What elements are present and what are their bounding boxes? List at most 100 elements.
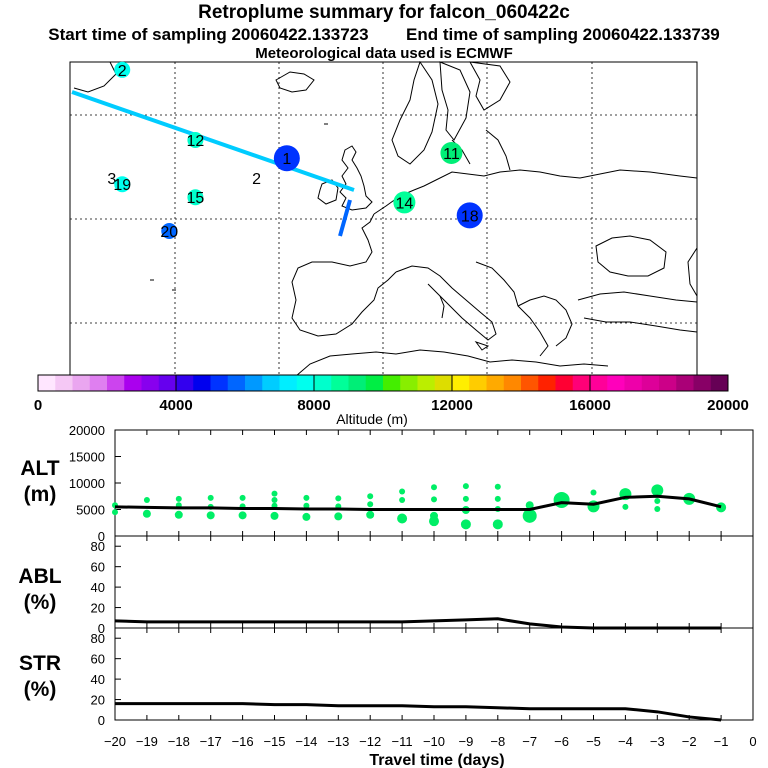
map-marker-label: 1 bbox=[282, 151, 291, 168]
colorbar-cell bbox=[365, 375, 384, 391]
map-marker-label: 12 bbox=[187, 133, 205, 150]
colorbar-tick-label: 0 bbox=[34, 397, 42, 414]
colorbar-cell bbox=[572, 375, 591, 391]
y-tick-label: 60 bbox=[91, 560, 105, 575]
y-tick-label: 40 bbox=[91, 672, 105, 687]
map-marker bbox=[393, 191, 416, 214]
map-marker bbox=[114, 61, 131, 78]
colorbar-cell bbox=[400, 375, 418, 391]
cluster-point bbox=[522, 508, 537, 523]
colorbar-cell bbox=[624, 375, 643, 391]
colorbar-cell bbox=[176, 375, 194, 391]
y-tick-label: 0 bbox=[98, 713, 105, 728]
cluster-point bbox=[270, 511, 279, 520]
y-tick-label: 20000 bbox=[69, 423, 105, 438]
colorbar: 0 4000 8000 12000 16000 20000 Altitude (m) bbox=[34, 374, 749, 427]
y-tick-label: 60 bbox=[91, 652, 105, 667]
y-tick-label: 0 bbox=[98, 529, 105, 544]
x-tick-label: −20 bbox=[104, 734, 126, 749]
plume-trajectory-end bbox=[338, 199, 352, 237]
x-tick-label: −15 bbox=[263, 734, 285, 749]
cluster-point bbox=[553, 491, 570, 508]
panel-label: (%) bbox=[24, 591, 57, 614]
x-tick-label: −9 bbox=[458, 734, 473, 749]
colorbar-cell bbox=[452, 375, 470, 391]
cluster-point bbox=[462, 495, 469, 502]
colorbar-cell bbox=[210, 375, 229, 391]
colorbar-tick-label: 8000 bbox=[297, 397, 330, 414]
colorbar-tick-label: 12000 bbox=[431, 397, 473, 414]
colorbar-cell bbox=[107, 375, 125, 391]
colorbar-cell bbox=[607, 375, 625, 391]
colorbar-cell bbox=[383, 375, 401, 391]
cluster-point bbox=[460, 519, 471, 530]
map-marker-label: 14 bbox=[396, 195, 414, 212]
panel-alt: 0 5000 10000 15000 20000 ALT (m) bbox=[20, 423, 754, 544]
y-tick-label: 80 bbox=[91, 539, 105, 554]
y-tick-label: 20 bbox=[91, 693, 105, 708]
colorbar-cell bbox=[676, 375, 694, 391]
cluster-point bbox=[399, 488, 406, 495]
cluster-point bbox=[429, 516, 439, 527]
y-tick-label: 20 bbox=[91, 601, 105, 616]
cluster-point bbox=[622, 503, 629, 510]
colorbar-cell bbox=[469, 375, 487, 391]
y-tick-label: 0 bbox=[98, 621, 105, 636]
colorbar-cells bbox=[38, 375, 729, 391]
map-marker-label: 3 bbox=[107, 171, 116, 188]
cluster-point bbox=[492, 519, 503, 530]
map-graticule bbox=[70, 62, 697, 376]
map-marker-label: 2 bbox=[118, 63, 127, 80]
panel-label: STR bbox=[19, 652, 61, 675]
x-tick-label: −6 bbox=[554, 734, 569, 749]
x-tick-label: −16 bbox=[232, 734, 254, 749]
x-tick-label: −12 bbox=[359, 734, 381, 749]
cluster-point bbox=[462, 483, 469, 490]
colorbar-cell bbox=[503, 375, 522, 391]
map-frame bbox=[69, 61, 698, 377]
colorbar-cell bbox=[555, 375, 574, 391]
x-tick-label: −4 bbox=[618, 734, 633, 749]
mean-altitude-line bbox=[114, 494, 722, 511]
y-tick-label: 80 bbox=[91, 631, 105, 646]
map-marker-label: 20 bbox=[160, 224, 178, 241]
cluster-point bbox=[397, 513, 408, 524]
colorbar-cell bbox=[158, 375, 177, 391]
x-tick-labels: −20 −19 −18 −17 −16 −15 −14 −13 −12 −11 −10 −9 −8 −7−… bbox=[104, 734, 757, 749]
cluster-point bbox=[651, 484, 664, 497]
y-tick-label: 15000 bbox=[69, 450, 105, 465]
map-marker bbox=[187, 132, 204, 148]
cluster-point bbox=[525, 501, 534, 510]
cluster-point bbox=[142, 509, 151, 518]
colorbar-cell bbox=[659, 375, 677, 391]
colorbar-cell bbox=[245, 375, 263, 391]
colorbar-cell bbox=[486, 375, 505, 391]
cluster-point bbox=[303, 494, 310, 501]
colorbar-cell bbox=[72, 375, 91, 391]
cluster-point bbox=[494, 483, 501, 490]
colorbar-cell bbox=[538, 375, 556, 391]
map-marker-label: 15 bbox=[187, 190, 205, 207]
map-marker-label: 19 bbox=[113, 177, 131, 194]
series-line bbox=[115, 702, 722, 722]
x-tick-label: −5 bbox=[586, 734, 601, 749]
cluster-point bbox=[590, 489, 597, 496]
cluster-point bbox=[367, 493, 374, 500]
cluster-point bbox=[431, 496, 437, 503]
x-tick-label: −19 bbox=[136, 734, 158, 749]
panel-label: ABL bbox=[18, 565, 61, 588]
colorbar-cell bbox=[434, 375, 453, 391]
colorbar-cell bbox=[641, 375, 660, 391]
cluster-point bbox=[431, 484, 437, 491]
colorbar-cell bbox=[331, 375, 349, 391]
met-data-label: Meteorological data used is ECMWF bbox=[255, 45, 513, 62]
cluster-point bbox=[112, 509, 118, 516]
colorbar-cell bbox=[55, 375, 73, 391]
sampling-times: Start time of sampling 20060422.133723 E… bbox=[0, 25, 768, 45]
time-series-panels: 0 5000 10000 15000 20000 ALT (m) 0 20 40 60 80 ABL (%… bbox=[18, 423, 756, 749]
x-tick-label: 0 bbox=[749, 734, 756, 749]
cluster-point bbox=[654, 505, 661, 512]
panel-label: ALT bbox=[20, 457, 59, 480]
